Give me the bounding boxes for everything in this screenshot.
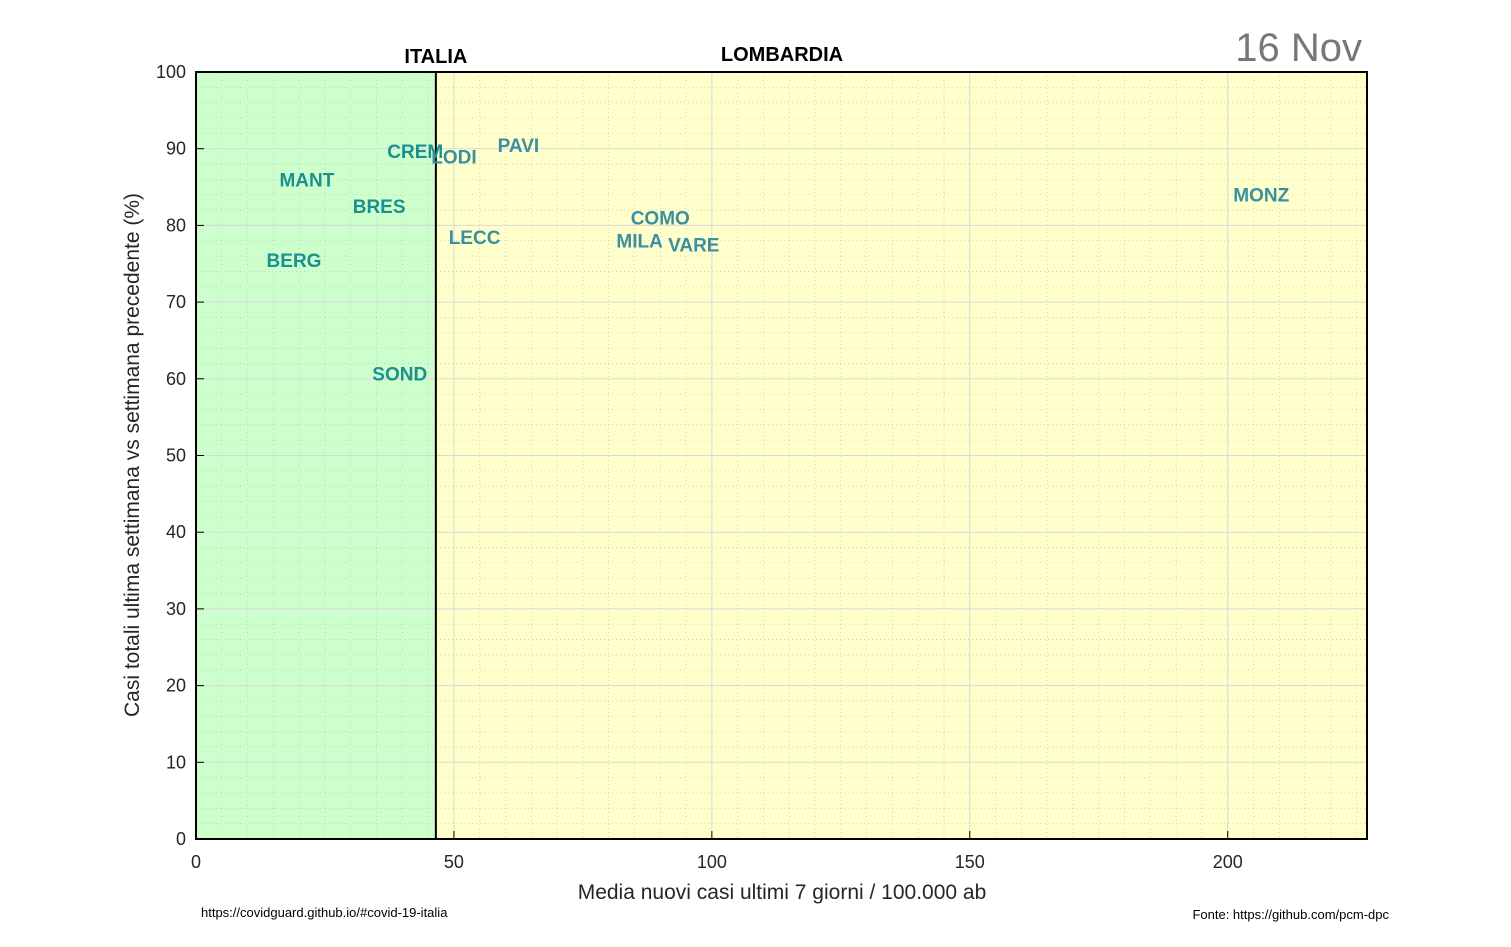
x-tick-label: 50 [444,852,464,872]
point-label: BRES [353,197,406,218]
x-tick-label: 0 [191,852,201,872]
y-tick-label: 30 [166,599,186,619]
point-label: MONZ [1233,186,1289,207]
y-axis-label: Casi totali ultima settimana vs settiman… [121,193,144,717]
point-label: VARE [668,236,719,257]
threshold-label: ITALIA [404,46,467,68]
y-tick-label: 100 [156,62,186,82]
point-label: LODI [431,147,476,168]
x-tick-label: 100 [697,852,727,872]
footer-source-url: https://covidguard.github.io/#covid-19-i… [201,905,448,920]
y-tick-label: 70 [166,292,186,312]
point-label: SOND [372,364,427,385]
point-label: MANT [279,170,334,191]
footer-data-source: Fonte: https://github.com/pcm-dpc [1192,907,1389,922]
y-tick-label: 10 [166,752,186,772]
x-axis-ticks: 0 50 100 150 200 [191,831,1243,872]
point-label: LECC [449,228,501,249]
date-label: 16 Nov [1235,26,1362,70]
region-title: LOMBARDIA [721,44,843,66]
major-grid [196,72,1367,839]
y-tick-label: 0 [176,829,186,849]
x-tick-label: 150 [955,852,985,872]
y-tick-label: 60 [166,369,186,389]
x-tick-label: 200 [1213,852,1243,872]
y-axis-ticks: 0 10 20 30 40 50 60 70 80 90 100 [156,62,204,849]
point-label: PAVI [498,136,540,157]
point-label: BERG [267,251,322,272]
y-tick-label: 20 [166,676,186,696]
point-label: MILA [616,232,663,253]
y-tick-label: 80 [166,215,186,235]
point-label: CREM [387,142,443,163]
point-label: COMO [631,209,690,230]
x-axis-label: Media nuovi casi ultimi 7 giorni / 100.0… [578,881,987,904]
y-tick-label: 40 [166,522,186,542]
y-tick-label: 90 [166,139,186,159]
y-tick-label: 50 [166,446,186,466]
